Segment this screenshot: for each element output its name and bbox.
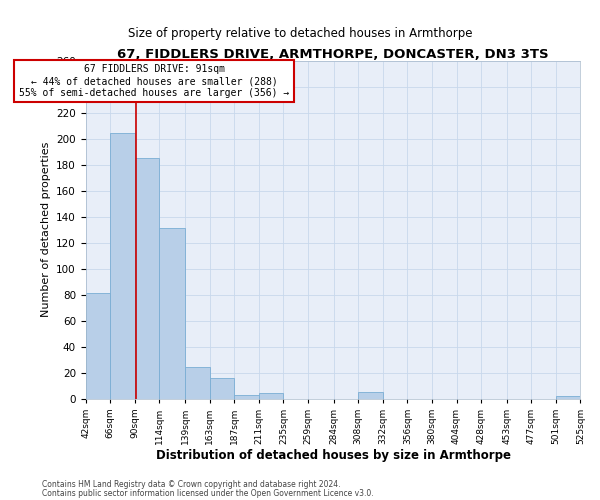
Bar (135, 158, 160, 398)
X-axis label: Distribution of detached houses by size in Armthorpe: Distribution of detached houses by size … (155, 450, 511, 462)
Y-axis label: Number of detached properties: Number of detached properties (41, 142, 50, 317)
Bar (234, 394, 259, 398)
Bar (110, 134, 135, 398)
Bar (160, 228, 185, 398)
Bar (185, 368, 209, 398)
Text: Contains public sector information licensed under the Open Government Licence v3: Contains public sector information licen… (42, 488, 374, 498)
Bar (209, 378, 234, 398)
Bar (556, 396, 580, 398)
Title: 67, FIDDLERS DRIVE, ARMTHORPE, DONCASTER, DN3 3TS: 67, FIDDLERS DRIVE, ARMTHORPE, DONCASTER… (117, 48, 549, 60)
Text: 67 FIDDLERS DRIVE: 91sqm
← 44% of detached houses are smaller (288)
55% of semi-: 67 FIDDLERS DRIVE: 91sqm ← 44% of detach… (19, 64, 289, 98)
Text: Contains HM Land Registry data © Crown copyright and database right 2024.: Contains HM Land Registry data © Crown c… (42, 480, 341, 489)
Bar (358, 392, 383, 398)
Bar (259, 394, 283, 398)
Bar (86, 293, 110, 399)
Text: Size of property relative to detached houses in Armthorpe: Size of property relative to detached ho… (128, 28, 472, 40)
